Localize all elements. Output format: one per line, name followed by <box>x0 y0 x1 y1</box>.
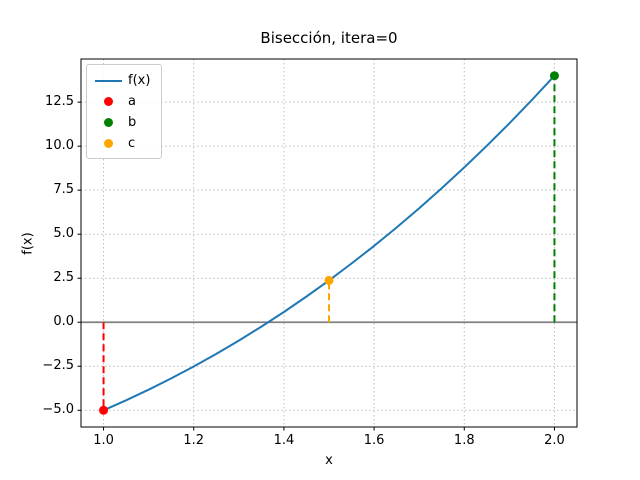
legend-dot-icon <box>94 118 122 127</box>
legend-entry-b: b <box>94 112 161 133</box>
y-tick-label: 10.0 <box>45 138 74 154</box>
axes-spines <box>80 58 578 428</box>
y-tick-label: 5.0 <box>53 226 74 242</box>
legend-dot-icon <box>94 97 122 106</box>
point-a <box>99 405 109 415</box>
x-tick-label: 1.8 <box>453 433 475 448</box>
legend-dot-icon <box>94 139 122 148</box>
x-tick-label: 2.0 <box>544 433 565 448</box>
point-c <box>324 275 334 285</box>
legend-entry-c: c <box>94 133 161 154</box>
x-tick-label: 1.4 <box>273 433 295 448</box>
legend-label: b <box>128 115 137 130</box>
y-tick-label: 0.0 <box>53 314 74 330</box>
legend: f(x) a b c <box>86 64 162 159</box>
x-tick-label: 1.6 <box>363 433 385 448</box>
x-axis-label: x <box>325 453 333 468</box>
legend-label: c <box>128 136 136 151</box>
y-tick-label: −2.5 <box>42 358 74 374</box>
x-tick-label: 1.0 <box>93 433 114 448</box>
y-tick-label: 12.5 <box>45 94 74 110</box>
fx-curve <box>102 74 556 412</box>
chart-title: Bisección, itera=0 <box>260 29 398 47</box>
legend-line-sample <box>94 79 122 82</box>
y-tick-label: 7.5 <box>53 182 74 198</box>
y-tick-label: 2.5 <box>53 270 74 286</box>
legend-entry-a: a <box>94 91 161 112</box>
legend-label: f(x) <box>128 73 151 88</box>
legend-label: a <box>128 94 136 109</box>
point-b <box>549 71 559 81</box>
y-tick-label: −5.0 <box>42 402 74 418</box>
legend-entry-fx: f(x) <box>94 70 161 91</box>
x-tick-label: 1.2 <box>183 433 205 448</box>
